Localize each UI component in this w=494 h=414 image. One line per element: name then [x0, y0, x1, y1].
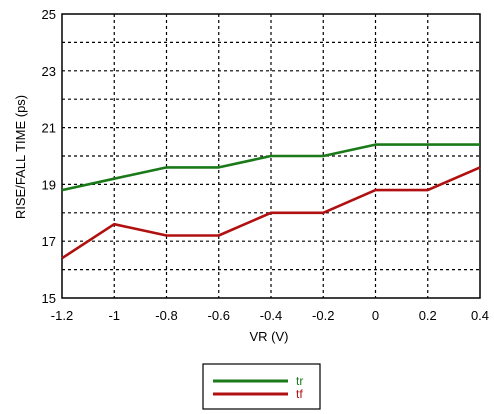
y-tick-label: 23 [42, 64, 56, 79]
y-axis-label: RISE/FALL TIME (ps) [13, 95, 28, 219]
legend-label-tf: tf [296, 387, 303, 401]
x-tick-label: -0.2 [312, 308, 334, 323]
x-tick-label: 0.2 [419, 308, 437, 323]
grid-lines [62, 14, 480, 298]
x-tick-label: -0.8 [155, 308, 177, 323]
series-line-tr [61, 143, 480, 192]
y-tick-label: 19 [42, 177, 56, 192]
x-tick-label: 0 [372, 308, 379, 323]
plot-frame [61, 13, 481, 299]
series-line-tf [61, 166, 481, 260]
x-tick-label: -0.4 [260, 308, 282, 323]
y-tick-label: 25 [42, 7, 56, 22]
y-tick-label: 17 [42, 234, 56, 249]
x-tick-label: -1.2 [51, 308, 73, 323]
x-tick-label: -0.6 [208, 308, 230, 323]
y-tick-label: 15 [42, 291, 56, 306]
legend-box [202, 363, 321, 410]
legend-label-tr: tr [296, 374, 303, 388]
series-lines [61, 143, 481, 260]
x-axis-label: VR (V) [250, 329, 289, 344]
x-tick-label: -1 [108, 308, 120, 323]
x-tick-label: 0.4 [471, 308, 489, 323]
tick-labels: -1.2 -1 -0.8 -0.6 -0.4 -0.2 0 0.2 0.4 15 17 19 21 23 2… [42, 7, 490, 323]
y-tick-label: 21 [42, 121, 56, 136]
